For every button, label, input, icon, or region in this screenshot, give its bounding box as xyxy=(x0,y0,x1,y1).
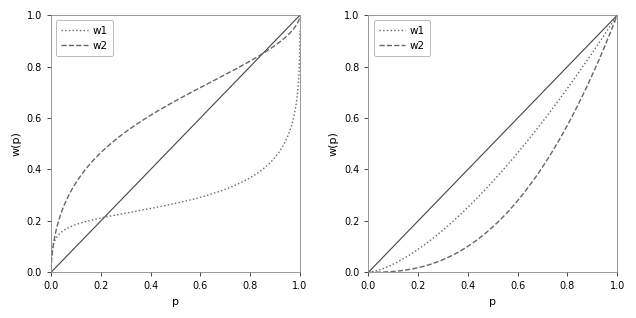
w2 xyxy=(390,270,398,273)
w2 xyxy=(614,13,621,17)
w1 xyxy=(614,13,621,17)
w1 xyxy=(148,206,156,210)
w2 xyxy=(148,113,156,116)
Line: w1: w1 xyxy=(51,31,300,266)
X-axis label: p: p xyxy=(489,297,496,307)
w1 xyxy=(536,124,543,128)
w2 xyxy=(157,107,165,111)
w2 xyxy=(47,268,55,272)
w1 xyxy=(390,262,398,266)
w1 xyxy=(157,204,165,208)
w2 xyxy=(563,124,570,128)
Line: w1: w1 xyxy=(368,15,618,272)
w2 xyxy=(536,170,543,174)
w1 xyxy=(47,264,55,268)
w2 xyxy=(73,180,80,184)
w1 xyxy=(245,176,253,180)
w1 xyxy=(218,189,226,192)
Y-axis label: w(p): w(p) xyxy=(328,131,338,156)
w2 xyxy=(558,132,566,136)
w1 xyxy=(474,195,482,199)
w1 xyxy=(296,29,304,32)
w1 xyxy=(364,270,372,274)
w1 xyxy=(465,204,473,208)
Line: w2: w2 xyxy=(368,15,618,272)
w1 xyxy=(73,223,80,226)
w2 xyxy=(296,14,304,17)
w2 xyxy=(364,270,372,274)
w2 xyxy=(241,62,249,66)
w1 xyxy=(241,179,249,183)
w2 xyxy=(474,237,482,241)
Legend: w1, w2: w1, w2 xyxy=(373,20,431,56)
Legend: w1, w2: w1, w2 xyxy=(56,20,113,56)
Y-axis label: w(p): w(p) xyxy=(11,131,21,156)
w2 xyxy=(465,244,473,247)
w1 xyxy=(558,93,566,97)
X-axis label: p: p xyxy=(172,297,179,307)
w2 xyxy=(245,59,253,63)
Line: w2: w2 xyxy=(51,16,300,270)
w1 xyxy=(563,87,570,91)
w2 xyxy=(218,74,226,78)
